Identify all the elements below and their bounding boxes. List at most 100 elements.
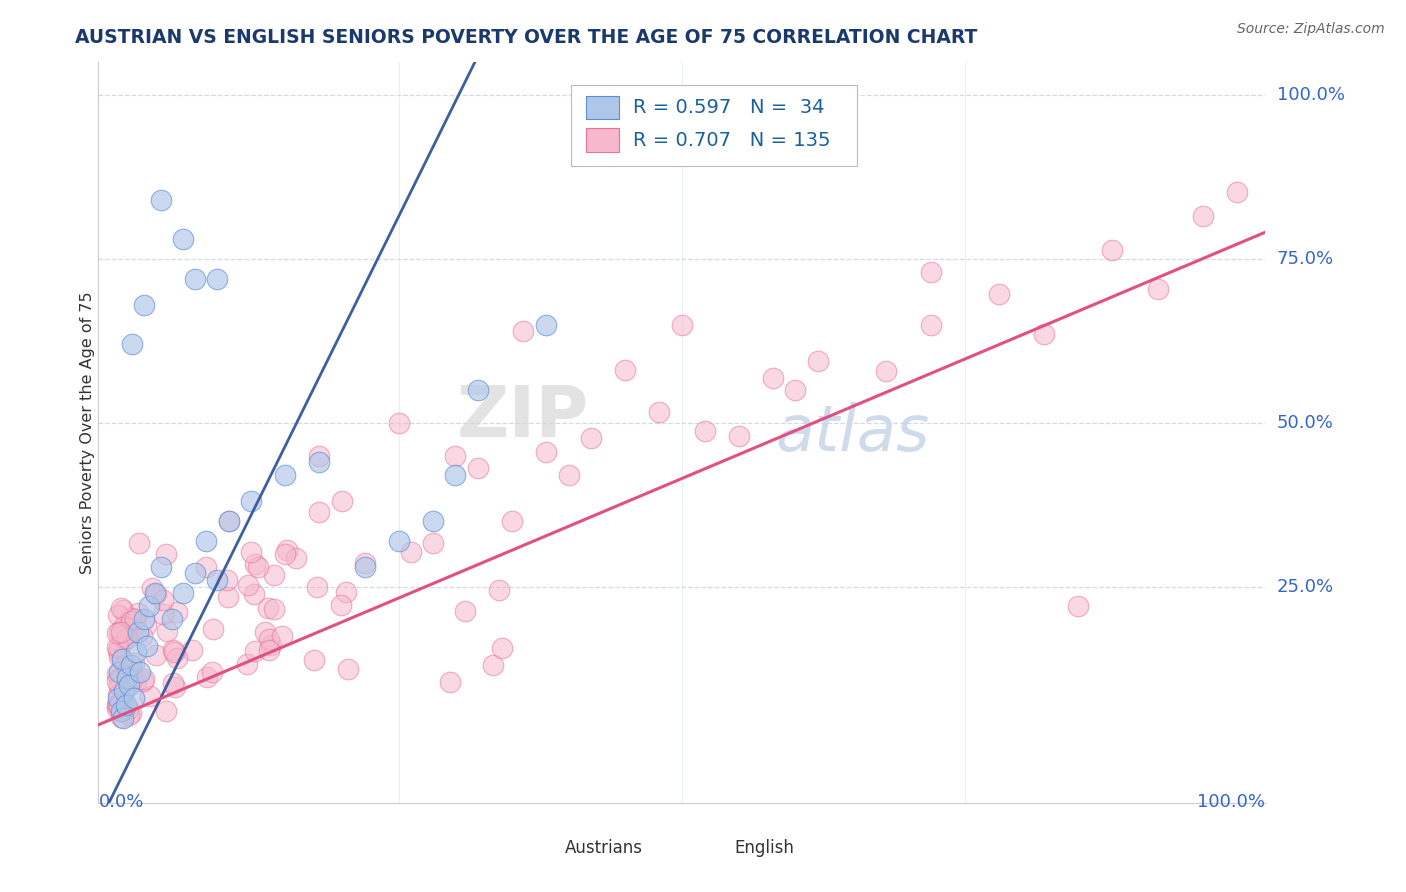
Point — [195, 533, 218, 548]
Point — [108, 665, 131, 679]
FancyBboxPatch shape — [586, 95, 619, 120]
Point — [534, 318, 557, 332]
Point — [145, 586, 167, 600]
Point — [107, 644, 129, 658]
Point — [727, 429, 749, 443]
Point — [122, 656, 145, 670]
Point — [145, 648, 167, 662]
Point — [125, 674, 148, 689]
Point — [240, 494, 263, 508]
Point — [920, 318, 942, 332]
Text: R = 0.597   N =  34: R = 0.597 N = 34 — [633, 98, 824, 117]
Text: AUSTRIAN VS ENGLISH SENIORS POVERTY OVER THE AGE OF 75 CORRELATION CHART: AUSTRIAN VS ENGLISH SENIORS POVERTY OVER… — [75, 28, 977, 47]
Point — [1101, 244, 1123, 258]
Point — [257, 632, 280, 646]
Point — [138, 689, 160, 703]
Point — [114, 632, 136, 646]
Point — [217, 573, 239, 587]
Text: English: English — [734, 839, 794, 857]
Point — [112, 602, 135, 616]
Point — [152, 607, 174, 622]
Point — [131, 629, 153, 643]
Text: R = 0.707   N = 135: R = 0.707 N = 135 — [633, 130, 831, 150]
Point — [127, 606, 149, 620]
Point — [114, 698, 136, 712]
Point — [444, 468, 467, 483]
FancyBboxPatch shape — [699, 840, 728, 856]
Point — [257, 600, 280, 615]
Point — [453, 604, 475, 618]
Point — [138, 599, 160, 614]
Point — [236, 578, 259, 592]
Point — [648, 405, 671, 419]
Point — [120, 671, 142, 685]
Point — [388, 533, 411, 548]
Point — [614, 363, 637, 377]
Point — [105, 673, 128, 688]
Point — [111, 651, 134, 665]
Point — [302, 653, 325, 667]
Point — [143, 586, 166, 600]
Point — [172, 586, 194, 600]
Text: 50.0%: 50.0% — [1277, 414, 1334, 432]
Point — [308, 449, 330, 463]
Point — [120, 706, 142, 720]
Point — [246, 560, 269, 574]
Point — [132, 674, 155, 689]
Text: atlas: atlas — [775, 401, 929, 464]
Point — [110, 600, 132, 615]
Point — [105, 700, 128, 714]
Point — [112, 620, 135, 634]
Point — [107, 698, 129, 712]
Text: Source: ZipAtlas.com: Source: ZipAtlas.com — [1237, 22, 1385, 37]
Point — [1067, 599, 1090, 614]
Point — [207, 271, 229, 285]
Point — [141, 581, 163, 595]
Point — [284, 551, 307, 566]
Point — [114, 702, 136, 716]
Point — [243, 587, 266, 601]
Point — [149, 193, 172, 207]
Point — [152, 592, 174, 607]
Point — [988, 287, 1011, 301]
Point — [110, 695, 132, 709]
Point — [330, 598, 353, 612]
Point — [134, 672, 156, 686]
Point — [337, 661, 360, 675]
Text: 0.0%: 0.0% — [98, 793, 143, 811]
Point — [107, 607, 129, 622]
Point — [243, 643, 266, 657]
Point — [195, 560, 218, 574]
Point — [111, 652, 134, 666]
Point — [114, 658, 136, 673]
Point — [785, 383, 807, 397]
Point — [107, 690, 129, 705]
Point — [166, 651, 188, 665]
Point — [581, 432, 603, 446]
Point — [271, 629, 294, 643]
Point — [118, 678, 141, 692]
Point — [117, 702, 139, 716]
Point — [263, 568, 285, 582]
Point — [444, 449, 467, 463]
Point — [274, 547, 297, 561]
Point — [155, 704, 177, 718]
Point — [127, 625, 149, 640]
Point — [121, 624, 143, 639]
Point — [118, 707, 141, 722]
Text: ZIP: ZIP — [457, 384, 589, 452]
Point — [120, 658, 142, 673]
Point — [235, 657, 257, 671]
Point — [1146, 282, 1168, 296]
Point — [388, 416, 411, 430]
Point — [218, 514, 240, 528]
Point — [115, 671, 138, 685]
Point — [481, 658, 503, 673]
Point — [115, 631, 138, 645]
Point — [105, 640, 128, 654]
Point — [761, 371, 783, 385]
Point — [120, 615, 142, 629]
Point — [512, 324, 534, 338]
Point — [163, 645, 186, 659]
Point — [108, 698, 131, 713]
